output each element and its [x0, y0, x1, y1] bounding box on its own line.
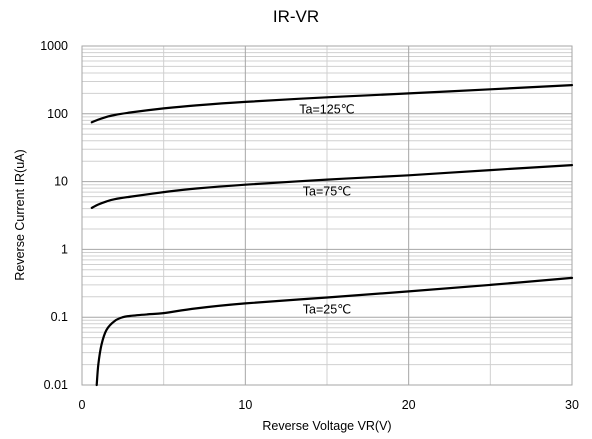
- y-axis-label: Reverse Current IR(uA): [13, 149, 27, 280]
- series-annotation: Ta=125℃: [299, 102, 354, 116]
- y-tick-label: 0.01: [44, 378, 68, 392]
- x-tick-label: 10: [238, 398, 252, 412]
- series-annotation: Ta=25℃: [303, 303, 351, 317]
- series-line: [90, 164, 574, 209]
- y-tick-label: 1000: [40, 39, 68, 53]
- x-tick-label: 30: [565, 398, 579, 412]
- y-tick-label: 1: [61, 242, 68, 256]
- x-tick-label: 0: [79, 398, 86, 412]
- x-tick-labels: 0 10 20 30: [79, 398, 579, 412]
- y-tick-label: 0.1: [51, 310, 68, 324]
- series-annotations: Ta=125℃ Ta=75℃ Ta=25℃: [299, 102, 354, 316]
- y-tick-label: 100: [47, 107, 68, 121]
- plot-area-border: [81, 45, 573, 386]
- chart-title: IR-VR: [273, 7, 319, 26]
- y-tick-labels: 0.01 0.1 1 10 100 1000: [40, 39, 68, 392]
- minor-gridlines: [82, 46, 572, 385]
- x-tick-label: 20: [402, 398, 416, 412]
- series-annotation: Ta=75℃: [303, 185, 351, 199]
- series-line: [90, 84, 574, 124]
- x-axis-label: Reverse Voltage VR(V): [262, 419, 391, 433]
- y-tick-label: 10: [54, 175, 68, 189]
- series-line: [95, 276, 574, 387]
- data-curves: [90, 84, 574, 387]
